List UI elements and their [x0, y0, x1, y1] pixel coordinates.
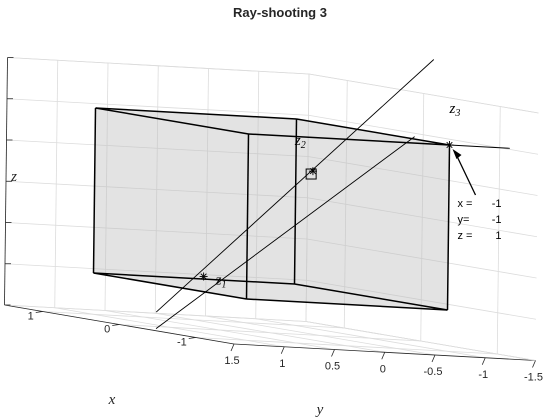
cube-edge: [296, 118, 450, 146]
y-tick-label: -1: [478, 369, 488, 381]
datatip-value: -1: [492, 198, 502, 210]
y-tick-label: -1.5: [524, 372, 543, 384]
ray-line: [155, 136, 415, 329]
markers: z1 z2 z3: [199, 101, 461, 291]
x-tick-mark: [188, 337, 196, 339]
cube-edge: [93, 272, 295, 285]
cube-face: [294, 119, 450, 310]
y-tick-mark: [331, 349, 335, 357]
y-tick-label: -0.5: [424, 366, 443, 378]
cube-edge: [95, 107, 297, 120]
y-tick-mark: [381, 352, 386, 360]
datatip-pointer: [453, 150, 477, 196]
grid-line-z-side: [307, 156, 538, 196]
square-marker: [305, 168, 317, 180]
y-tick-label: 0.5: [325, 361, 340, 373]
datatip[interactable]: x = -1 y= -1 z = 1: [452, 149, 502, 242]
grid-line-y-floor: [54, 307, 285, 348]
datatip-key: z =: [458, 230, 473, 242]
y-axis-label: y: [315, 402, 324, 418]
x-tick-label: 1: [28, 311, 34, 323]
y-tick-mark: [431, 354, 436, 363]
grid-line-z-back: [6, 98, 309, 116]
axes-box-edge: [308, 73, 539, 114]
y-tick-label: 0: [380, 363, 386, 375]
datatip-value: -1: [492, 214, 502, 226]
cube-edge: [92, 107, 97, 274]
z3-subscript: 3: [454, 108, 460, 119]
y-tick-mark: [230, 343, 235, 352]
y-tick-mark: [532, 360, 536, 368]
z-axis-label: z: [10, 169, 17, 185]
grid-lines: [4, 57, 539, 361]
axes-box-edge: [4, 304, 307, 322]
rays: [155, 59, 510, 329]
y-tick-mark: [280, 346, 285, 354]
cube-edge: [248, 133, 450, 146]
cube-face: [93, 108, 297, 284]
grid-line-z-back: [4, 263, 307, 281]
y-tick-label: 1.5: [224, 355, 239, 367]
x-tick-label: -1: [177, 337, 187, 349]
grid-line-z-back: [5, 222, 308, 240]
datatip-key: y=: [458, 214, 470, 226]
datatip-key: x =: [458, 198, 473, 210]
axes-box-edge: [7, 57, 310, 75]
grid-line-z-side: [306, 279, 537, 320]
z1-subscript: 1: [221, 280, 226, 291]
cube-face: [93, 273, 448, 310]
z1-label: z1: [215, 273, 227, 291]
x-tick-mark: [35, 311, 43, 313]
cube-face: [95, 108, 450, 145]
datatip-arrowhead: [452, 149, 462, 159]
z2-label: z2: [294, 133, 306, 151]
cube-edge: [294, 283, 448, 311]
asterisk-marker-stroke: [446, 141, 453, 149]
chart-title: Ray-shooting 3: [233, 5, 327, 20]
cube-edge: [93, 272, 247, 300]
cube: [92, 107, 451, 311]
x-tick-label: 0: [104, 324, 110, 336]
ray-line: [155, 59, 435, 313]
ray-line: [449, 144, 510, 149]
cube-face: [246, 134, 450, 310]
y-tick-label: 1: [279, 358, 285, 370]
grid-line-z-side: [306, 238, 537, 279]
cube-face: [93, 108, 249, 299]
datatip-value: 1: [495, 230, 501, 242]
axes-box-edge: [305, 321, 536, 361]
y-tick-mark: [481, 357, 486, 365]
grid-line-y-floor: [104, 310, 335, 350]
cube-edge: [446, 144, 451, 311]
cube-edge: [95, 107, 249, 135]
asterisk-marker-stroke: [200, 273, 207, 280]
grid-line-z-back: [6, 139, 309, 157]
x-tick-mark: [112, 324, 120, 326]
axes-box: [4, 57, 539, 368]
cube-edge: [245, 133, 250, 300]
grid-line-z-side: [307, 197, 538, 238]
grid-line-y-floor: [255, 318, 486, 359]
z2-subscript: 2: [301, 140, 306, 151]
cube-edge: [293, 118, 298, 285]
grid-line-z-back: [5, 180, 308, 199]
grid-line-y-floor: [205, 315, 436, 356]
grid-line-y-floor: [155, 312, 385, 353]
z3-label: z3: [449, 101, 461, 119]
cube-edge: [246, 298, 448, 311]
x-axis-label: x: [108, 392, 116, 408]
axes-box-edge: [305, 73, 310, 322]
